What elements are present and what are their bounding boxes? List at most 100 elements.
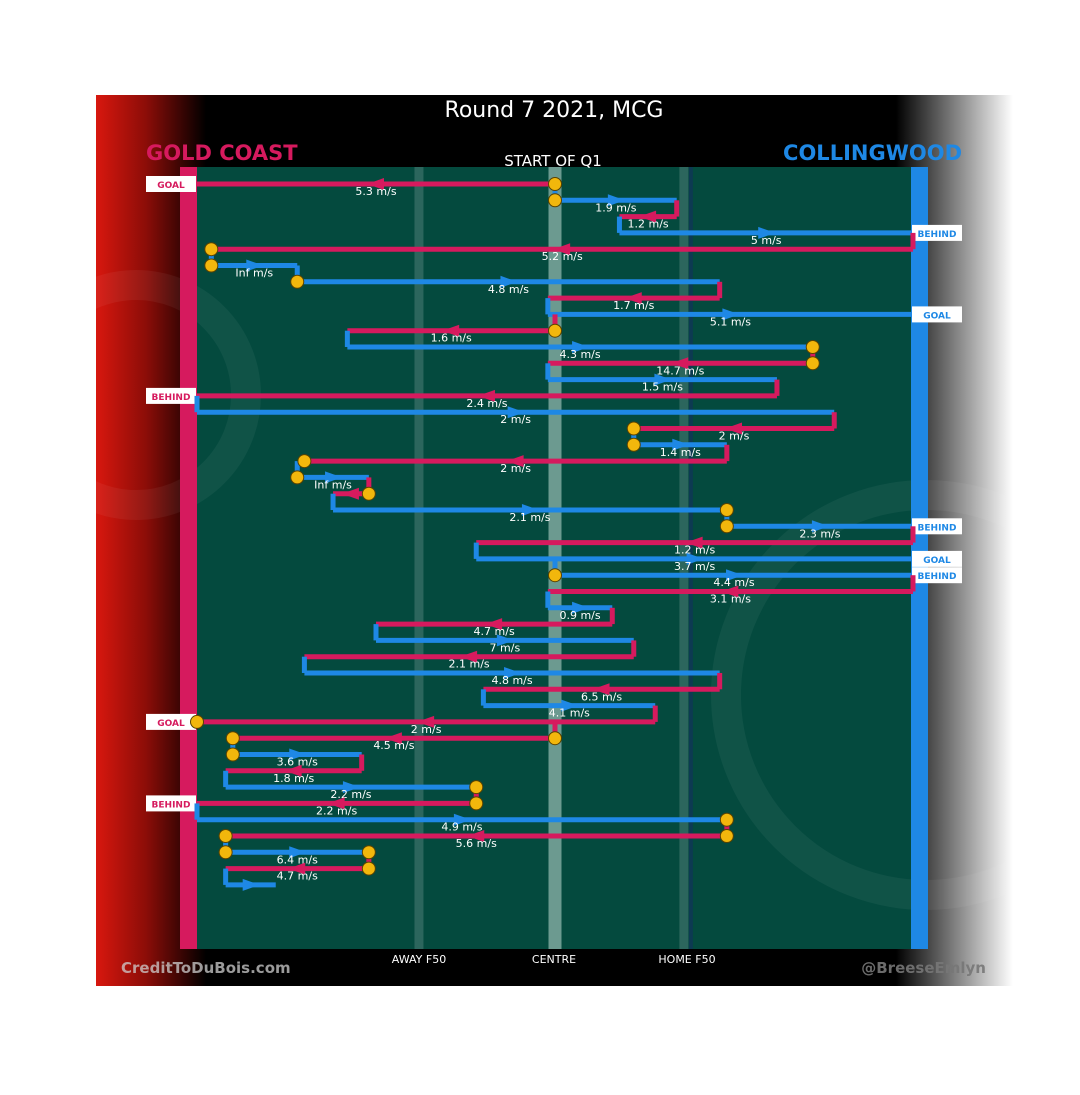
stoppage-marker [719, 503, 734, 517]
speed-label: 2.1 m/s [509, 511, 550, 524]
chain-arrow [325, 471, 343, 484]
chain-arrow [721, 585, 739, 598]
speed-label: 2.1 m/s [449, 658, 490, 671]
result-label: GOAL [923, 556, 951, 566]
chain-arrow [561, 699, 579, 712]
speed-label: 2.2 m/s [316, 804, 357, 817]
chain-arrow [442, 324, 460, 337]
speed-label: 6.4 m/s [277, 853, 318, 866]
chain-arrow [553, 243, 571, 256]
chain-arrow [725, 422, 742, 435]
result-label: BEHIND [918, 572, 957, 582]
chain-arrow [246, 259, 264, 272]
stoppage-marker [719, 812, 734, 827]
chain-arrow [496, 634, 514, 647]
stoppage-marker [190, 714, 204, 729]
speed-label: 5 m/s [751, 234, 782, 247]
chain-arrow [288, 862, 306, 875]
speed-label: 1.2 m/s [628, 218, 669, 231]
zone-label-centre: CENTRE [532, 953, 576, 966]
stoppage-marker [225, 731, 240, 746]
chain-arrow [592, 683, 610, 696]
stoppage-marker [548, 568, 562, 583]
speed-label: 4.4 m/s [713, 576, 754, 589]
chain-arrow [367, 178, 384, 190]
chain-arrow [477, 389, 495, 402]
speed-label: 1.8 m/s [273, 772, 314, 785]
footer-credit: CreditToDuBois.com [121, 959, 291, 977]
speed-label: 4.7 m/s [474, 625, 515, 638]
chart-frame: Round 7 2021, MCG GOLD COAST COLLINGWOOD… [96, 95, 1013, 986]
speed-label: 2 m/s [500, 413, 531, 426]
stoppage-marker [719, 829, 734, 843]
chain-arrow [284, 764, 302, 777]
stoppage-marker [719, 519, 734, 534]
speed-label: 1.9 m/s [595, 201, 636, 214]
chain-arrow [521, 504, 539, 516]
speed-label: 1.2 m/s [674, 544, 715, 557]
chain-arrow [506, 455, 524, 468]
speed-label: 5.6 m/s [456, 837, 497, 850]
stoppage-marker [805, 340, 820, 354]
stoppage-marker [548, 193, 562, 208]
stoppage-marker [204, 258, 219, 273]
chain-arrow [654, 373, 672, 386]
speed-label: 5.1 m/s [710, 315, 751, 328]
result-badge [912, 224, 962, 241]
speed-label: 4.8 m/s [488, 283, 529, 296]
speed-label: 4.9 m/s [441, 821, 482, 834]
result-badge [146, 713, 196, 730]
speed-label: 3.6 m/s [277, 756, 318, 769]
speed-label: 2 m/s [719, 430, 750, 443]
chain-arrow [467, 830, 485, 842]
chain-arrow [726, 569, 743, 582]
stoppage-marker [548, 731, 562, 746]
speed-label: 6.5 m/s [581, 690, 622, 703]
speed-label: 3.1 m/s [710, 593, 751, 606]
result-label: BEHIND [152, 800, 191, 810]
possession-chart: Round 7 2021, MCG GOLD COAST COLLINGWOOD… [96, 98, 1013, 977]
result-badge [146, 176, 196, 192]
stoppage-marker [361, 486, 376, 501]
speed-label: 2.4 m/s [466, 397, 507, 410]
speed-label: 4.1 m/s [549, 707, 590, 720]
footer-handle: @BreeseEmlyn [861, 959, 986, 977]
chain-arrow [384, 732, 402, 745]
speed-label: 5.3 m/s [355, 185, 396, 198]
stoppage-marker [218, 829, 233, 843]
chain-arrow [500, 275, 518, 288]
speed-label: 14.7 m/s [656, 364, 704, 377]
result-label: BEHIND [918, 230, 957, 240]
stoppage-marker [626, 421, 641, 436]
stoppage-marker [805, 356, 820, 371]
stoppage-marker [361, 845, 376, 860]
chain-arrow [417, 715, 435, 728]
stoppage-marker [297, 454, 312, 469]
zone-label-home-f50: HOME F50 [658, 953, 715, 966]
result-badge [912, 306, 962, 323]
speed-label: 2.2 m/s [330, 788, 371, 801]
chain-arrow [639, 210, 657, 223]
result-badge [146, 795, 196, 812]
stoppage-marker [290, 274, 305, 289]
chain-arrow [507, 406, 525, 419]
speed-label: 0.9 m/s [559, 609, 600, 622]
chain-arrow [686, 552, 704, 565]
chart-title: Round 7 2021, MCG [445, 98, 664, 123]
result-label: GOAL [157, 181, 185, 191]
stoppage-marker [225, 747, 240, 762]
zone-label-away-f50: AWAY F50 [392, 953, 446, 966]
stoppage-marker [218, 845, 233, 860]
stoppage-marker [361, 861, 376, 876]
away-f50-line [414, 167, 424, 949]
stoppage-marker [548, 177, 562, 191]
result-label: GOAL [157, 719, 185, 729]
chain-arrow [460, 650, 478, 663]
away-team-name: COLLINGWOOD [783, 141, 962, 165]
chain-arrow [672, 438, 690, 451]
chain-arrow [607, 194, 625, 207]
speed-label: 1.4 m/s [660, 446, 701, 459]
speed-label: 4.3 m/s [559, 348, 600, 361]
chain-arrow [624, 292, 642, 305]
chart-subtitle: START OF Q1 [504, 152, 602, 170]
